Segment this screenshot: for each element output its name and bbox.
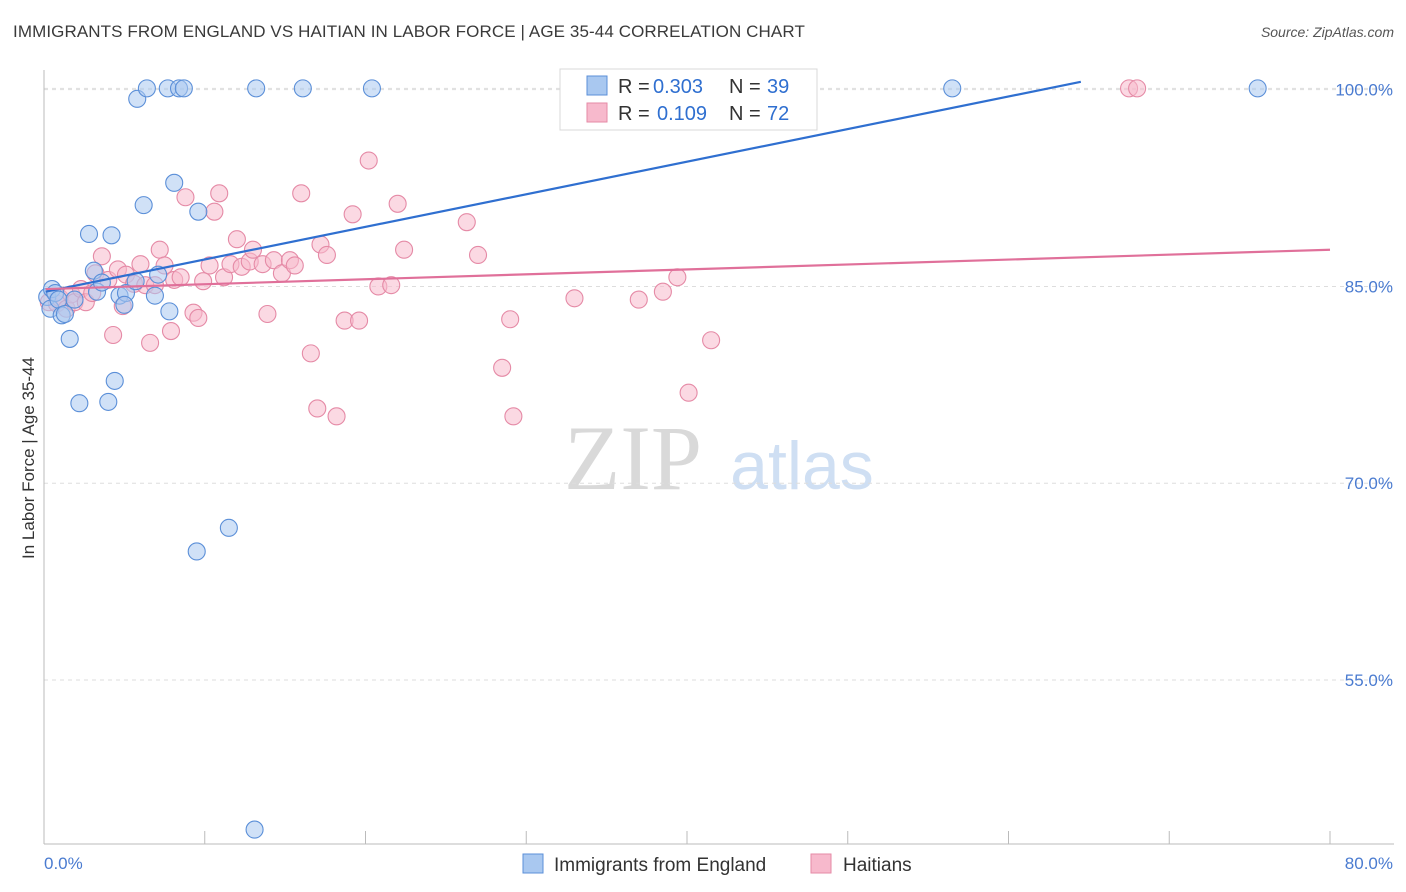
haitians-point-47 <box>308 399 327 418</box>
haitians-point-62 <box>501 310 520 329</box>
haitians-point-57 <box>388 194 407 213</box>
haitians-point-54 <box>359 151 378 170</box>
england-trend-line <box>45 80 1082 293</box>
legend-r-value-1: 0.303 <box>653 76 703 98</box>
legend-n-label-2: N = <box>729 103 761 125</box>
haitians-point-17 <box>131 255 150 274</box>
england-point-28 <box>165 173 184 192</box>
y-tick-label-55: 55.0% <box>1345 671 1393 690</box>
x-tick-label-min: 0.0% <box>44 854 83 873</box>
haitians-point-69 <box>702 331 721 350</box>
watermark: ZIP atlas <box>564 407 874 509</box>
haitians-point-25 <box>171 268 190 287</box>
england-point-22 <box>134 196 153 215</box>
watermark-atlas: atlas <box>730 428 874 504</box>
england-point-30 <box>174 79 193 98</box>
haitians-point-64 <box>565 289 584 308</box>
haitians-point-58 <box>395 240 414 259</box>
haitians-point-26 <box>176 188 195 207</box>
england-point-31 <box>187 542 206 561</box>
y-tick-label-100: 100.0% <box>1335 81 1393 100</box>
haitians-point-71 <box>1128 79 1147 98</box>
x-tick-label-max: 80.0% <box>1345 854 1393 873</box>
haitians-point-61 <box>493 358 512 377</box>
haitians-point-52 <box>343 205 362 224</box>
england-point-27 <box>160 302 179 321</box>
england-point-32 <box>189 202 208 221</box>
x-axis-tick-marks <box>204 831 1331 844</box>
haitians-points <box>39 79 1147 426</box>
haitians-point-30 <box>200 256 219 275</box>
haitians-point-53 <box>350 311 369 330</box>
england-point-34 <box>245 820 264 839</box>
y-tick-label-70: 70.0% <box>1345 474 1393 493</box>
haitians-point-65 <box>629 290 648 309</box>
haitians-point-46 <box>301 344 320 363</box>
legend-n-value-1: 39 <box>767 76 789 98</box>
haitians-point-49 <box>317 245 336 265</box>
haitians-point-59 <box>457 213 476 232</box>
england-point-24 <box>145 286 164 305</box>
chart-title: IMMIGRANTS FROM ENGLAND VS HAITIAN IN LA… <box>13 22 805 41</box>
legend-r-value-2: 0.109 <box>657 103 707 125</box>
legend-r-label-2: R = <box>618 103 650 125</box>
england-point-9 <box>70 394 89 413</box>
england-point-10 <box>79 224 99 244</box>
gridlines <box>44 87 1394 681</box>
bottom-legend-label-england: Immigrants from England <box>554 855 766 876</box>
haitians-point-35 <box>227 230 246 249</box>
source-label: Source: ZipAtlas.com <box>1260 24 1394 40</box>
haitians-point-50 <box>327 407 346 426</box>
series-legend: Immigrants from England Haitians <box>522 853 912 876</box>
england-point-36 <box>293 79 312 98</box>
y-axis-tick-labels: 100.0% 85.0% 70.0% 55.0% <box>1335 81 1393 690</box>
legend-n-value-2: 72 <box>767 103 789 125</box>
y-tick-label-85: 85.0% <box>1345 277 1393 296</box>
watermark-zip: ZIP <box>564 407 702 509</box>
haitians-point-21 <box>150 240 169 259</box>
haitians-point-12 <box>104 325 123 345</box>
haitians-point-29 <box>194 272 213 291</box>
haitians-point-66 <box>653 282 672 301</box>
england-point-35 <box>247 79 266 98</box>
haitians-point-31 <box>205 202 224 221</box>
haitians-point-44 <box>285 256 304 275</box>
haitians-point-19 <box>141 333 160 352</box>
bottom-legend-label-haitians: Haitians <box>843 855 912 876</box>
legend-n-label-1: N = <box>729 76 761 98</box>
bottom-legend-swatch-england <box>522 853 544 874</box>
england-point-14 <box>99 392 118 411</box>
england-point-39 <box>1248 79 1267 98</box>
haitians-point-28 <box>189 308 208 327</box>
legend-swatch-england <box>586 75 608 96</box>
haitians-point-60 <box>468 245 488 265</box>
bottom-legend-swatch-haitians <box>810 853 832 874</box>
england-point-8 <box>65 290 84 309</box>
england-point-7 <box>60 329 79 348</box>
legend-r-label-1: R = <box>618 76 650 98</box>
england-point-23 <box>137 79 156 98</box>
haitians-point-45 <box>292 184 311 203</box>
haitians-point-67 <box>668 268 687 287</box>
haitians-point-10 <box>92 247 111 266</box>
england-point-19 <box>115 295 134 314</box>
england-point-15 <box>102 226 121 245</box>
legend-swatch-haitians <box>586 102 608 123</box>
haitians-point-56 <box>382 276 401 295</box>
haitians-point-40 <box>258 304 277 324</box>
haitians-point-63 <box>504 407 523 426</box>
england-point-38 <box>943 79 962 98</box>
england-point-33 <box>219 518 238 537</box>
haitians-trend-line <box>45 248 1331 291</box>
stats-legend: R = 0.303 N = 39 R = 0.109 N = 72 <box>559 68 818 131</box>
england-point-16 <box>105 371 124 390</box>
england-point-6 <box>55 304 74 324</box>
england-point-37 <box>362 79 381 98</box>
haitians-point-23 <box>161 322 181 341</box>
haitians-point-32 <box>210 184 229 203</box>
y-axis-label: In Labor Force | Age 35-44 <box>19 357 38 559</box>
haitians-point-68 <box>679 383 698 402</box>
